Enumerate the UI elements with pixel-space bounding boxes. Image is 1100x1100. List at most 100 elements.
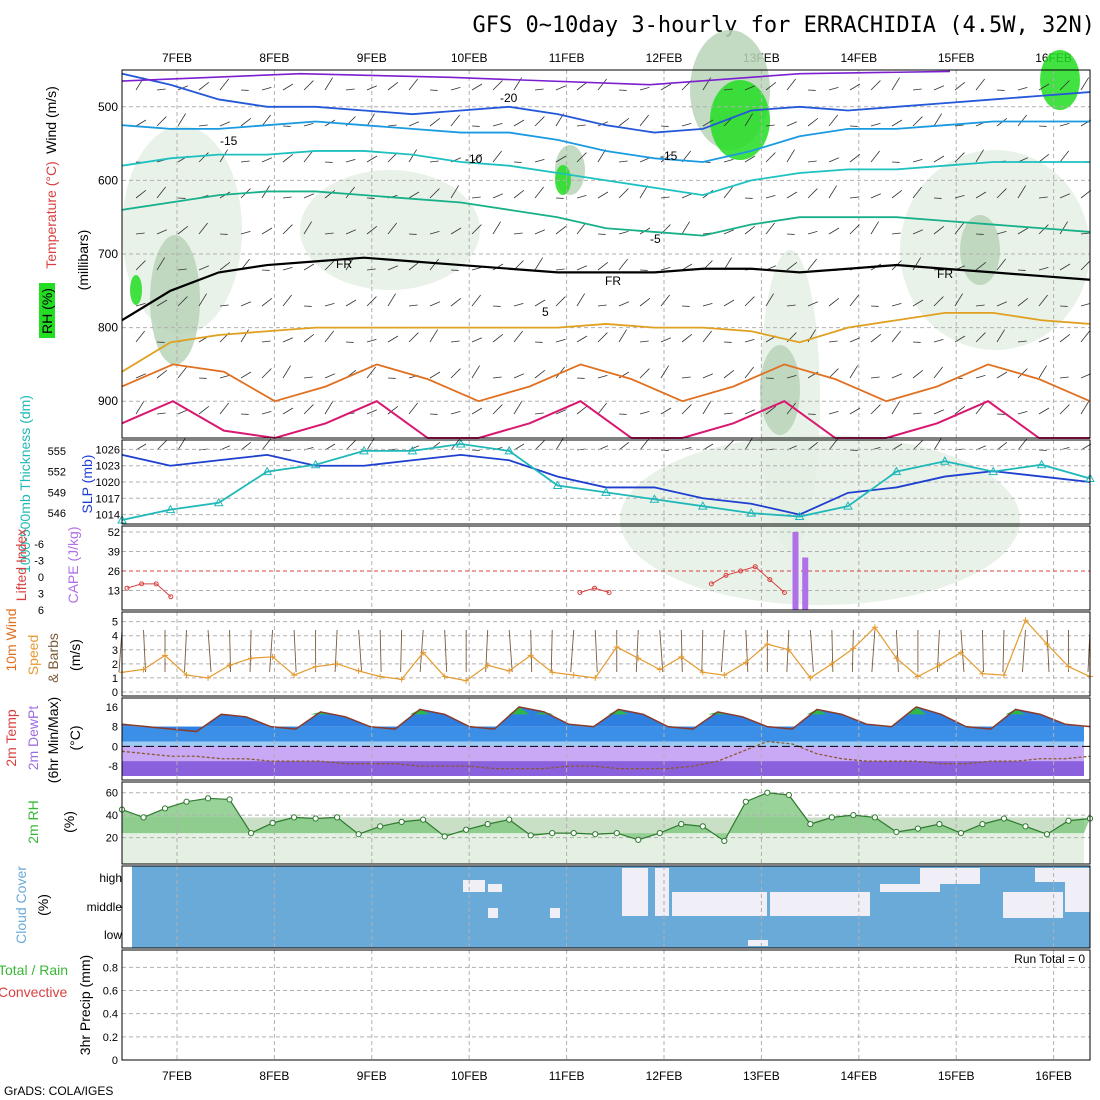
axis-label-thickness: 1000-500mb Thickness (dm) <box>17 395 33 573</box>
wind-barb <box>471 365 481 379</box>
wind-speed-marker <box>183 672 190 679</box>
rh-marker <box>269 819 276 827</box>
wind-barb <box>219 304 229 307</box>
temp2m-frame <box>121 697 1091 781</box>
temp-band-light <box>122 741 1084 747</box>
wind-barb <box>828 185 838 199</box>
rh-shading-region <box>300 170 480 290</box>
wind-speed-marker <box>936 662 943 669</box>
wind-barb <box>1080 330 1090 343</box>
wind-barb <box>408 332 419 343</box>
wind-speed-marker <box>678 653 685 660</box>
wind-barb <box>660 337 672 343</box>
rh-marker <box>936 821 943 828</box>
rh-marker <box>484 821 491 828</box>
wind-barb <box>1080 373 1092 379</box>
axis-label-cloud-cover: Cloud Cover <box>13 866 29 944</box>
lifted-index-marker <box>708 581 714 587</box>
wind-barb <box>891 119 903 127</box>
wind-barb <box>975 261 987 271</box>
wind-barb <box>135 260 146 271</box>
wind-speed-marker <box>979 670 986 677</box>
wind-barb <box>723 159 734 163</box>
date-axis-bottom: 7FEB 8FEB 9FEB 10FEB 11FEB 12FEB 13FEB 14FEB 15F… <box>162 1069 1072 1083</box>
rh-marker <box>699 823 706 830</box>
wind-barb <box>576 124 586 127</box>
wind-barb <box>282 365 292 379</box>
cloud-block <box>1065 872 1090 912</box>
wind-barb <box>744 225 756 235</box>
rh-marker <box>226 796 233 803</box>
wind-barb <box>471 337 483 343</box>
wind-barb <box>597 149 607 163</box>
lifted-index-marker <box>153 581 159 587</box>
wind-barb <box>744 155 756 163</box>
wind-barb <box>891 373 903 379</box>
wind-barb <box>870 193 882 199</box>
wind10m-panel: 0 1 2 3 4 5 10m Wind Speed & Barbs (m/s) <box>3 608 1093 699</box>
axis-label-lifted-index: Lifted Index <box>13 529 29 601</box>
wind-barb <box>555 409 567 415</box>
wind-barb <box>366 339 377 343</box>
thickness-marker <box>843 501 853 510</box>
wind-barb-10m <box>594 629 598 673</box>
wind-barb <box>702 119 714 127</box>
wind-barb <box>408 191 420 199</box>
wind-speed-marker <box>742 659 749 666</box>
lifted-index-marker <box>723 572 729 578</box>
contour-label: -10 <box>465 152 483 166</box>
wind-barb <box>156 116 167 127</box>
date-tick-label: 11FEB <box>549 1069 585 1083</box>
wind-barb <box>639 411 650 415</box>
wind-barb <box>618 329 628 343</box>
wind-barb <box>135 119 147 127</box>
wind-barb <box>1059 123 1070 127</box>
wind-barb <box>471 267 482 271</box>
wind-barb <box>471 83 483 91</box>
isotherm-5 <box>121 311 1091 373</box>
wind-speed-marker <box>957 649 964 656</box>
wind-barb <box>870 221 880 235</box>
thickness-marker <box>601 487 611 496</box>
wind-barb <box>828 157 840 163</box>
rh-marker <box>334 814 341 821</box>
wind-barb <box>387 335 399 343</box>
rh-area <box>122 792 1090 841</box>
wind-barb <box>324 260 335 271</box>
isotherm--10 <box>121 150 1090 197</box>
date-tick-label: 10FEB <box>451 1069 488 1083</box>
axis-label-2m-rh: 2m RH <box>25 800 41 844</box>
thickness-tick-label: 546 <box>48 508 66 520</box>
wind-barb <box>996 301 1008 307</box>
wind-barb-10m <box>400 629 403 673</box>
wind-barb-10m <box>249 629 252 673</box>
wind-barb <box>975 78 985 91</box>
wind-barb <box>828 297 840 307</box>
rh-marker <box>570 829 577 837</box>
precip-panel: 0 0.2 0.4 0.6 0.8 Run Total = 0 Total / Rain Co… <box>0 949 1091 1067</box>
wind-barb <box>786 78 796 91</box>
wind-speed-marker <box>871 624 878 631</box>
wind-barb <box>618 301 630 307</box>
pressure-tick-label: 800 <box>98 321 118 335</box>
wind-barb-10m <box>786 629 790 673</box>
isotherm--5 <box>121 190 1091 237</box>
wind-barb <box>639 297 651 307</box>
wind-speed-marker <box>850 645 857 652</box>
wind-barb <box>660 83 672 91</box>
temp-peak-fill <box>707 711 728 715</box>
wind-barb <box>450 114 460 127</box>
wind-barb <box>912 299 924 307</box>
wind-barb <box>324 189 336 199</box>
wind-barb <box>492 150 502 163</box>
wind-barb <box>933 113 943 127</box>
wind-barb <box>576 335 588 343</box>
wind-barb <box>429 231 440 235</box>
wind-barb <box>807 258 817 271</box>
wind-barb <box>1059 221 1069 235</box>
wind-barb <box>1038 365 1048 379</box>
rh-marker <box>183 798 190 805</box>
wind-barb <box>261 157 273 163</box>
wind-barb <box>807 231 818 235</box>
wind-barb <box>198 222 208 235</box>
